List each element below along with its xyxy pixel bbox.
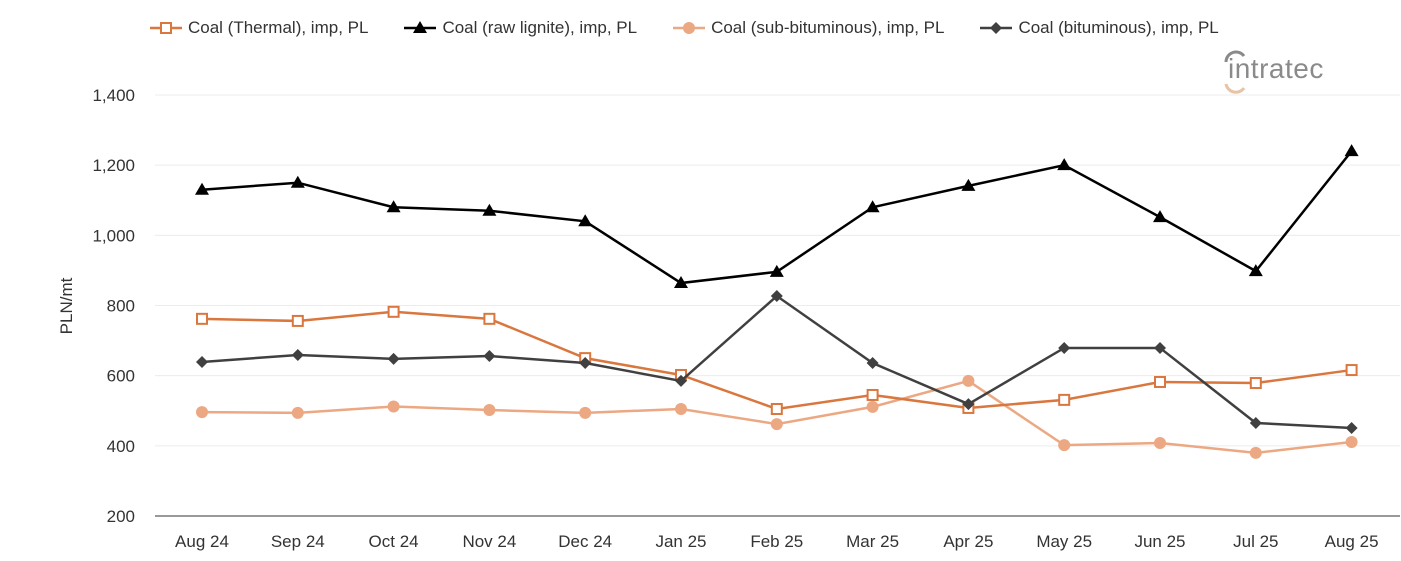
data-point <box>1153 210 1167 223</box>
legend-item[interactable]: Coal (sub-bituminous), imp, PL <box>673 18 944 38</box>
x-tick-label: Sep 24 <box>271 532 325 551</box>
legend: Coal (Thermal), imp, PL Coal (raw lignite… <box>150 18 1219 38</box>
data-point <box>1058 393 1071 406</box>
data-point <box>482 203 497 216</box>
svg-text:intratec: intratec <box>1228 53 1324 84</box>
data-point <box>196 312 208 325</box>
data-point <box>387 305 400 318</box>
series-line <box>201 310 1352 411</box>
data-point <box>291 406 304 419</box>
y-tick-label: 1,000 <box>92 226 135 245</box>
data-point <box>1058 341 1071 354</box>
data-point <box>865 200 880 213</box>
data-point <box>675 402 687 415</box>
data-point <box>1249 446 1262 459</box>
legend-marker-icon <box>404 21 437 33</box>
x-tick-label: Aug 25 <box>1325 532 1379 551</box>
y-tick-label: 600 <box>107 367 135 386</box>
y-tick-label: 1,200 <box>92 156 135 175</box>
legend-marker-icon <box>980 22 1013 34</box>
data-point <box>579 357 592 370</box>
data-point <box>1154 375 1166 388</box>
data-point <box>1249 377 1262 390</box>
legend-item[interactable]: Coal (bituminous), imp, PL <box>980 18 1219 38</box>
data-point <box>386 200 401 213</box>
data-point <box>674 276 688 289</box>
data-point <box>866 357 879 370</box>
y-tick-label: 200 <box>107 507 135 526</box>
data-point <box>387 352 400 365</box>
legend-label: Coal (bituminous), imp, PL <box>1018 18 1219 37</box>
y-tick-label: 400 <box>107 437 135 456</box>
x-tick-label: Nov 24 <box>462 532 516 551</box>
data-point <box>291 348 304 361</box>
x-tick-label: Mar 25 <box>846 532 899 551</box>
series-line <box>201 150 1353 285</box>
data-point <box>866 400 879 413</box>
legend-item[interactable]: Coal (Thermal), imp, PL <box>150 18 368 38</box>
data-point <box>1345 435 1358 448</box>
legend-label: Coal (sub-bituminous), imp, PL <box>711 18 945 37</box>
data-point <box>962 374 975 387</box>
data-point <box>483 404 496 417</box>
data-point <box>483 350 496 363</box>
data-point <box>196 406 208 419</box>
legend-marker-icon <box>150 22 182 34</box>
legend-marker-icon <box>673 22 706 34</box>
data-point <box>290 175 305 188</box>
data-point <box>1154 341 1166 354</box>
series-line <box>201 379 1352 455</box>
data-point <box>770 290 783 303</box>
legend-label: Coal (raw lignite), imp, PL <box>442 18 638 37</box>
data-point <box>675 374 687 387</box>
data-point <box>1345 364 1358 377</box>
data-point <box>1344 144 1359 157</box>
x-tick-label: Feb 25 <box>750 532 803 551</box>
legend-item[interactable]: Coal (raw lignite), imp, PL <box>404 18 637 38</box>
data-point <box>579 406 592 419</box>
data-point <box>387 400 400 413</box>
data-point <box>196 355 208 368</box>
y-axis-label: PLN/mt <box>57 277 76 334</box>
data-point <box>1248 264 1263 277</box>
y-tick-label: 800 <box>107 297 135 316</box>
data-point <box>962 398 975 411</box>
data-point <box>291 314 304 327</box>
data-point <box>770 418 783 431</box>
x-tick-label: Oct 24 <box>369 532 419 551</box>
x-tick-label: Apr 25 <box>943 532 993 551</box>
x-tick-label: May 25 <box>1036 532 1092 551</box>
x-tick-label: Aug 24 <box>175 532 229 551</box>
data-point <box>195 182 209 195</box>
data-point <box>1058 439 1071 452</box>
y-tick-label: 1,400 <box>92 86 135 105</box>
x-tick-label: Jul 25 <box>1233 532 1278 551</box>
data-point <box>1345 421 1358 434</box>
x-tick-label: Jun 25 <box>1134 532 1185 551</box>
data-point <box>1249 417 1262 430</box>
intratec-logo: intratec <box>1222 48 1372 105</box>
data-point <box>769 264 784 277</box>
data-point <box>961 178 976 191</box>
data-point <box>866 388 879 401</box>
data-point <box>483 312 496 325</box>
x-tick-label: Dec 24 <box>558 532 612 551</box>
data-point <box>1057 158 1072 171</box>
legend-label: Coal (Thermal), imp, PL <box>188 18 369 37</box>
data-point <box>1154 437 1166 450</box>
data-point <box>770 402 783 415</box>
x-tick-label: Jan 25 <box>655 532 706 551</box>
data-point <box>578 214 593 227</box>
